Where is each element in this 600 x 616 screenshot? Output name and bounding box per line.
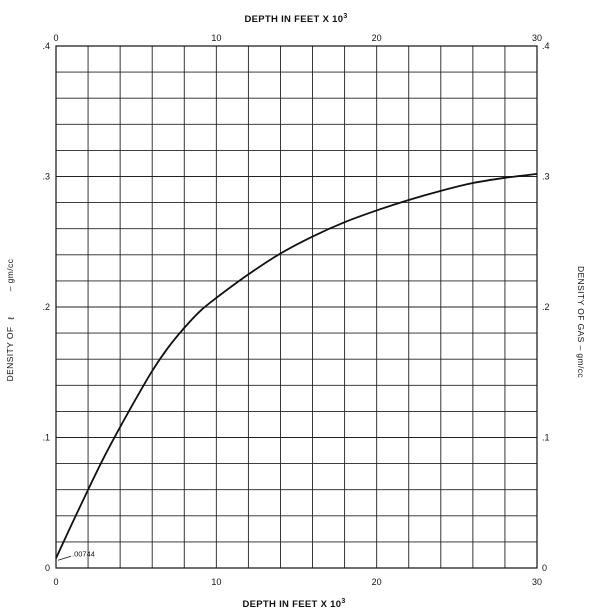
annotation-arrow xyxy=(57,555,72,561)
y-axis-title-right: DENSITY OF GAS – gm/cc xyxy=(576,266,586,378)
y-tick-label-right: .2 xyxy=(542,302,550,312)
plot-frame xyxy=(55,45,538,569)
x-tick-label-top: 0 xyxy=(53,33,58,43)
density-curve xyxy=(55,172,538,559)
x-axis-title-bottom-text: DEPTH IN FEET X 10 xyxy=(242,599,341,610)
y-tick-label-left: 0 xyxy=(45,563,50,573)
x-tick-label-top: 20 xyxy=(372,33,382,43)
x-tick-label-bottom: 10 xyxy=(211,577,221,587)
y-tick-label-right: .3 xyxy=(542,172,550,182)
x-axis-title-bottom-exponent: 3 xyxy=(341,598,345,605)
x-axis-title-top-exponent: 3 xyxy=(343,13,347,20)
x-axis-title-top-text: DEPTH IN FEET X 10 xyxy=(244,14,343,25)
x-tick-label-bottom: 0 xyxy=(53,577,58,587)
y-tick-label-right: 0 xyxy=(542,563,547,573)
y-axis-title-left-text: DENSITY OF xyxy=(5,327,15,382)
y-tick-label-left: .4 xyxy=(42,41,50,51)
y-axis-title-left-unit: – gm/cc xyxy=(5,258,15,291)
y-axis-title-left: DENSITY OF ℓ – gm/cc xyxy=(5,258,16,381)
y-tick-label-right: .4 xyxy=(542,41,550,51)
y-tick-label-left: .3 xyxy=(42,172,50,182)
y-tick-label-right: .1 xyxy=(542,433,550,443)
x-tick-label-bottom: 30 xyxy=(532,577,542,587)
y-tick-label-left: .1 xyxy=(42,433,50,443)
y-tick-label-left: .2 xyxy=(42,302,50,312)
x-axis-title-top: DEPTH IN FEET X 103 xyxy=(244,13,347,25)
annotation-label: .00744 xyxy=(72,549,95,558)
handwritten-mark: ℓ xyxy=(6,316,16,320)
x-tick-label-bottom: 20 xyxy=(372,577,382,587)
x-axis-title-bottom: DEPTH IN FEET X 103 xyxy=(242,598,345,610)
grid xyxy=(56,46,537,568)
x-tick-label-top: 30 xyxy=(532,33,542,43)
x-tick-label-top: 10 xyxy=(211,33,221,43)
